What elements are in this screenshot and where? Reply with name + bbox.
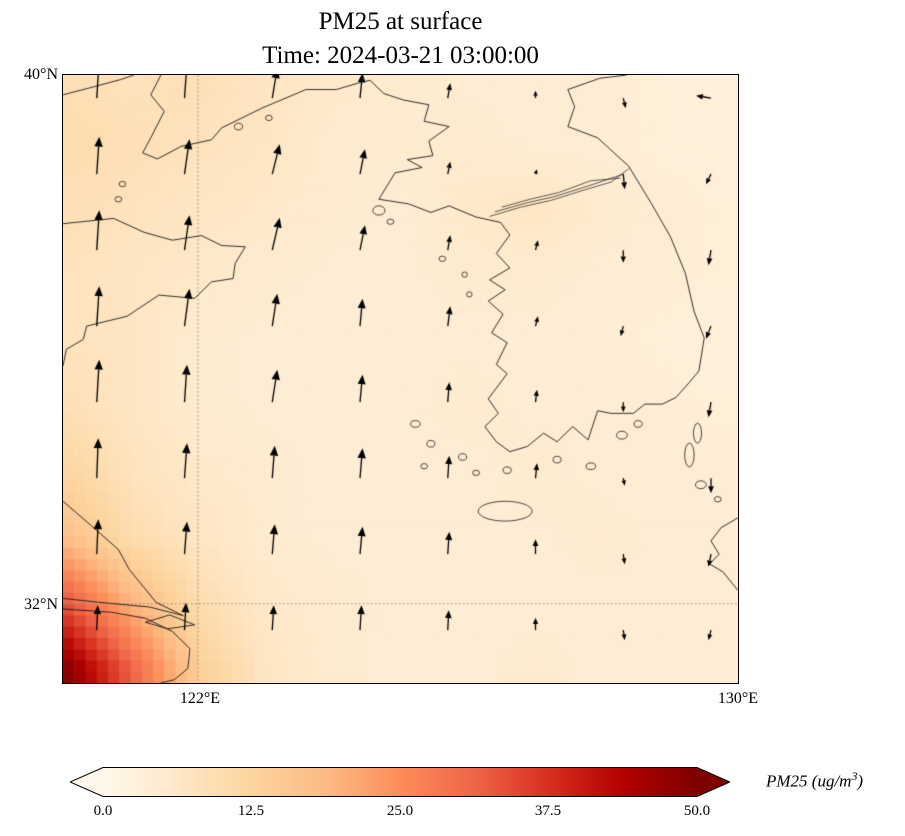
colorbar-tick-label: 25.0 <box>386 803 414 819</box>
xtick-122e: 122°E <box>179 690 221 707</box>
chart-title-line1: PM25 at surface <box>318 8 483 35</box>
colorbar-tick-label: 12.5 <box>237 803 265 819</box>
colorbar-label-suffix: ) <box>857 771 864 791</box>
xtick-130e: 130°E <box>717 690 759 707</box>
chart-title: PM25 at surface Time: 2024-03-21 03:00:0… <box>63 5 738 73</box>
colorbar <box>68 767 732 797</box>
colorbar-tick-label: 50.0 <box>683 803 711 819</box>
map-plot <box>62 74 739 684</box>
ytick-32n: 32°N <box>24 596 58 613</box>
map-canvas <box>63 75 738 683</box>
colorbar-tick-label: 0.0 <box>93 803 113 819</box>
colorbar-tick-label: 37.5 <box>534 803 562 819</box>
colorbar-gradient <box>68 767 732 797</box>
colorbar-label-prefix: PM25 (ug/m <box>766 771 852 791</box>
colorbar-label-sup: 3 <box>851 769 858 783</box>
ytick-40n: 40°N <box>24 66 58 83</box>
colorbar-arrow-shape <box>68 767 732 797</box>
colorbar-label: PM25 (ug/m3) <box>766 769 863 792</box>
chart-title-line2: Time: 2024-03-21 03:00:00 <box>262 42 539 69</box>
